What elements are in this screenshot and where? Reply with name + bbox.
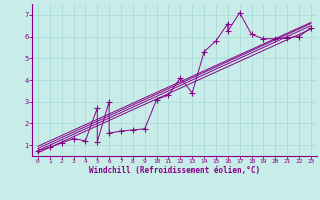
X-axis label: Windchill (Refroidissement éolien,°C): Windchill (Refroidissement éolien,°C) xyxy=(89,166,260,175)
